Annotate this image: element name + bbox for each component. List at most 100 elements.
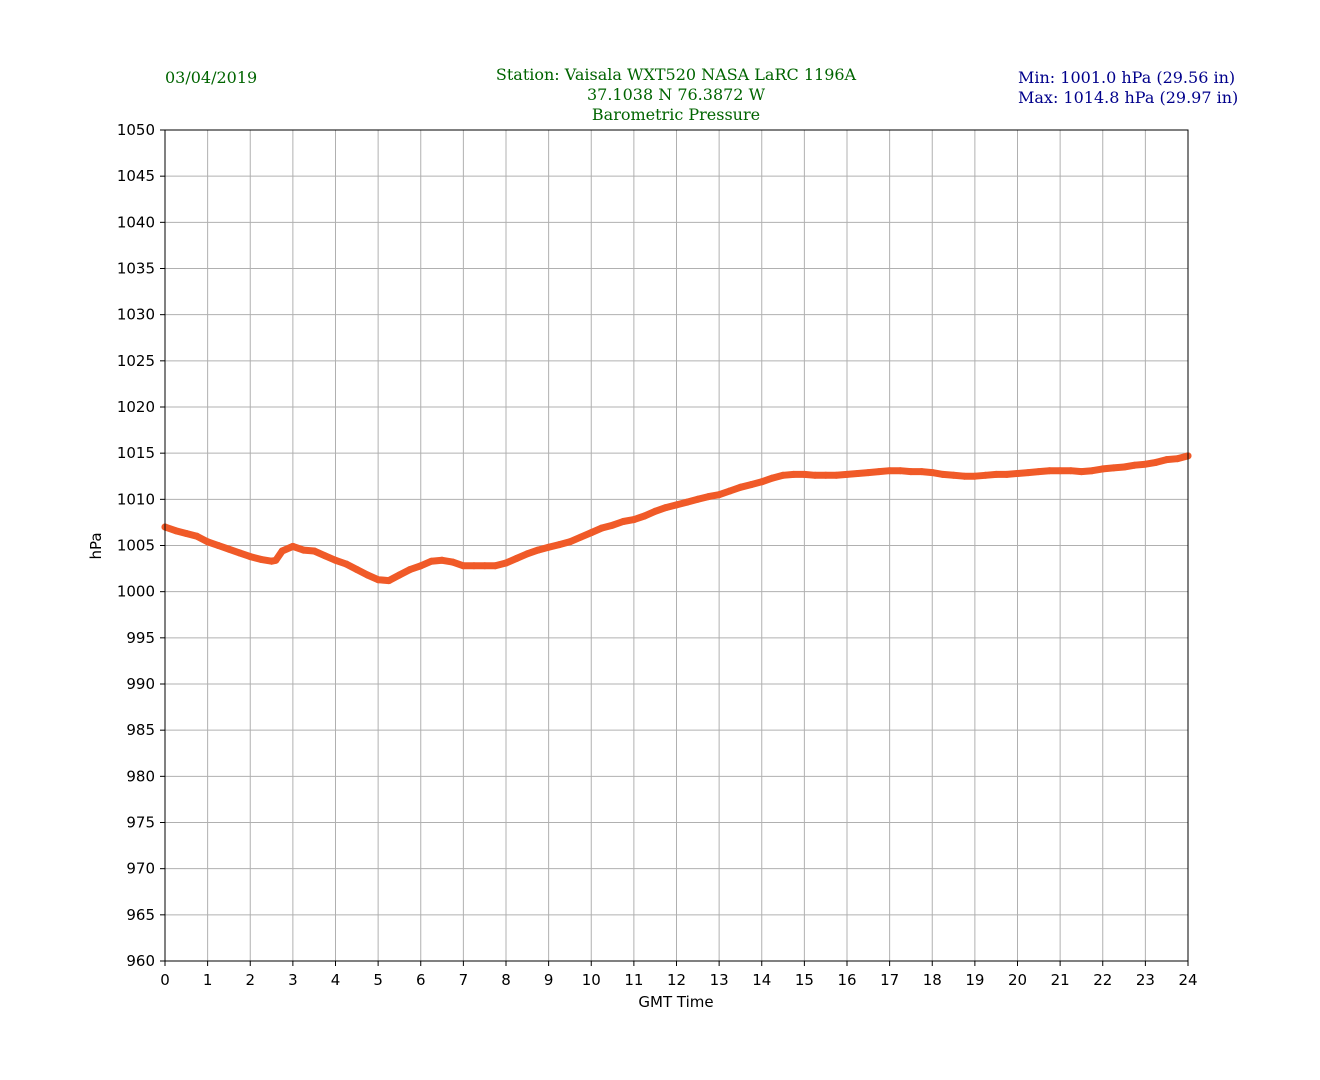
station-name: Station: Vaisala WXT520 NASA LaRC 1196A: [495, 65, 857, 84]
data-point: [843, 470, 851, 478]
data-point: [246, 553, 254, 561]
data-point: [523, 550, 531, 558]
x-tick-label: 9: [544, 971, 554, 989]
data-point: [172, 527, 180, 535]
data-point: [470, 562, 478, 570]
x-tick-label: 21: [1051, 971, 1070, 989]
data-point: [747, 481, 755, 489]
x-tick-label: 2: [245, 971, 255, 989]
data-point: [790, 470, 798, 478]
data-point: [1141, 460, 1149, 468]
data-point: [960, 472, 968, 480]
data-point: [427, 557, 435, 565]
y-axis-label: hPa: [87, 532, 105, 559]
data-point: [272, 556, 280, 564]
data-point: [1056, 467, 1064, 475]
plot-frame: [164, 129, 1189, 962]
data-point: [651, 507, 659, 515]
data-point: [491, 562, 499, 570]
y-tick-label: 1020: [117, 398, 155, 416]
y-tick-label: 960: [126, 952, 155, 970]
data-point: [289, 542, 297, 550]
data-point: [1173, 455, 1181, 463]
series: [161, 452, 1192, 585]
data-point: [278, 547, 286, 555]
data-point: [854, 470, 862, 477]
data-point: [555, 541, 563, 549]
y-tick-label: 1025: [117, 352, 155, 370]
data-point: [310, 547, 318, 555]
min-max-summary: Min: 1001.0 hPa (29.56 in) Max: 1014.8 h…: [1018, 68, 1238, 108]
data-point: [822, 471, 830, 479]
data-point: [1046, 467, 1053, 475]
data-point: [353, 566, 361, 573]
x-tick-label: 1: [203, 971, 213, 989]
data-point: [225, 545, 233, 553]
y-tick-label: 970: [126, 860, 155, 878]
station-coordinates: 37.1038 N 76.3872 W: [586, 85, 766, 104]
data-point: [758, 478, 766, 486]
data-point: [886, 467, 894, 475]
data-point: [481, 562, 489, 570]
data-point: [417, 562, 425, 570]
data-point: [736, 483, 744, 491]
grid: [164, 129, 1189, 962]
data-point: [534, 546, 542, 554]
data-point: [577, 533, 585, 541]
y-tick-label: 975: [126, 814, 155, 832]
data-point: [630, 516, 638, 524]
data-point: [683, 498, 691, 506]
data-point: [1152, 458, 1160, 466]
data-point: [566, 538, 574, 546]
data-point: [406, 566, 414, 573]
x-axis-label: GMT Time: [638, 993, 713, 1011]
data-point: [896, 467, 904, 475]
data-point: [907, 468, 915, 476]
x-tick-label: 14: [752, 971, 771, 989]
y-tick-label: 1030: [117, 306, 155, 324]
data-point: [321, 552, 329, 560]
min-value: Min: 1001.0 hPa (29.56 in): [1018, 68, 1236, 87]
y-tick-label: 1035: [117, 260, 155, 278]
data-point: [438, 556, 446, 564]
data-point: [300, 546, 307, 554]
x-tick-label: 24: [1178, 971, 1197, 989]
data-point: [257, 555, 265, 563]
data-point: [715, 491, 723, 499]
data-point: [1120, 463, 1128, 471]
data-point: [864, 469, 872, 477]
data-point: [332, 556, 339, 564]
data-point: [662, 504, 670, 512]
data-point: [694, 495, 702, 503]
data-point: [214, 542, 222, 549]
x-tick-label: 4: [331, 971, 341, 989]
data-point: [705, 493, 712, 501]
x-tick-label: 10: [582, 971, 601, 989]
data-point: [1003, 470, 1011, 478]
x-axis: 0 1 2 3 4 5 6 7 8 9 10 11 12 13 14 15 16 17 18 19 20 21 22 23 24: [160, 961, 1198, 989]
data-point: [1077, 468, 1085, 476]
data-point: [971, 472, 979, 480]
x-tick-label: 17: [880, 971, 899, 989]
y-tick-label: 1010: [117, 490, 155, 508]
data-point: [768, 474, 776, 482]
data-point: [992, 470, 1000, 478]
data-point: [513, 554, 521, 562]
x-tick-label: 13: [710, 971, 729, 989]
x-tick-label: 5: [373, 971, 383, 989]
x-tick-label: 20: [1008, 971, 1027, 989]
chart-title: Barometric Pressure: [591, 105, 761, 124]
data-point: [182, 530, 190, 537]
data-point: [449, 558, 457, 566]
station-header: Station: Vaisala WXT520 NASA LaRC 1196A …: [496, 65, 856, 125]
data-point: [779, 471, 787, 479]
y-tick-label: 1045: [117, 167, 155, 185]
data-point: [385, 577, 393, 585]
data-point: [811, 471, 819, 479]
x-tick-label: 3: [288, 971, 298, 989]
data-point: [918, 468, 926, 476]
date-label: 03/04/2019: [165, 68, 258, 87]
x-tick-label: 8: [501, 971, 511, 989]
max-value: Max: 1014.8 hPa (29.97 in): [1018, 88, 1239, 107]
data-point: [800, 470, 808, 478]
